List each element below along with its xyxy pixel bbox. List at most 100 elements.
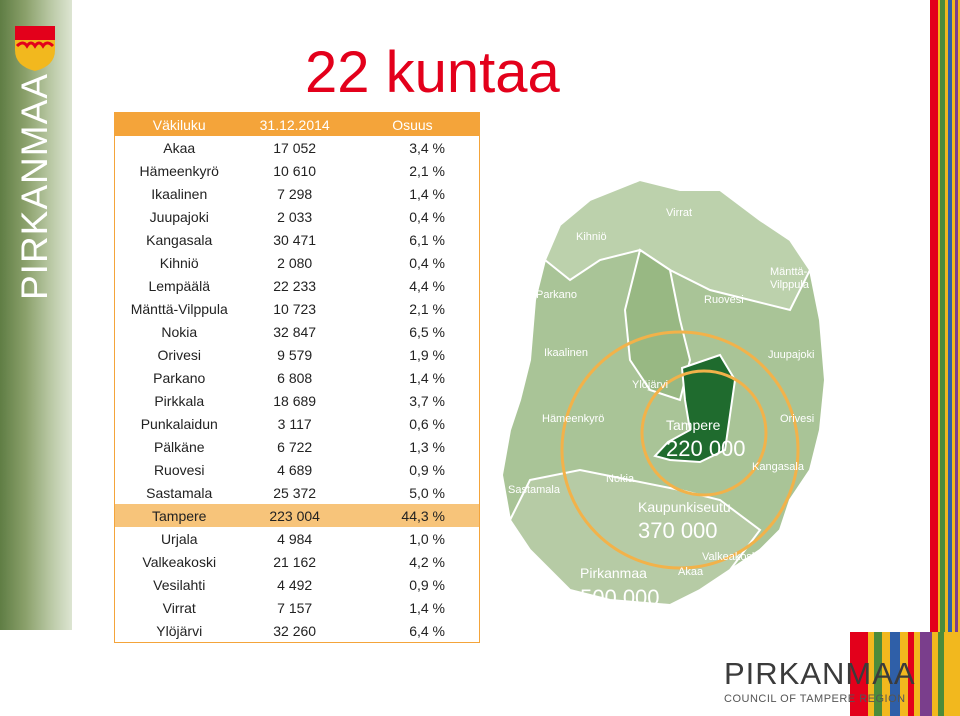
share-cell: 1,4 % xyxy=(409,599,445,616)
map-label-orivesi: Orivesi xyxy=(780,413,814,425)
share-cell: 6,5 % xyxy=(409,323,445,340)
table-row: Sastamala 25 372 5,0 % xyxy=(114,481,480,504)
share-cell: 4,2 % xyxy=(409,553,445,570)
share-cell: 1,3 % xyxy=(409,438,445,455)
table-row: Hämeenkyrö 10 610 2,1 % xyxy=(114,159,480,182)
population-cell: 22 233 xyxy=(273,277,317,294)
municipality-cell: Urjala xyxy=(160,530,198,547)
table-row: Pälkäne 6 722 1,3 % xyxy=(114,435,480,458)
municipality-cell: Lempäälä xyxy=(148,277,210,294)
pirkanmaa-ring xyxy=(560,330,800,570)
map-label-akaa: Akaa xyxy=(678,566,704,578)
decorative-stripe-right xyxy=(930,0,960,716)
share-cell: 3,4 % xyxy=(409,139,445,156)
population-cell: 4 984 xyxy=(277,530,313,547)
share-cell: 0,4 % xyxy=(409,254,445,271)
table-row: Nokia 32 847 6,5 % xyxy=(114,320,480,343)
municipality-cell: Virrat xyxy=(162,599,196,616)
table-header-row: Väkiluku 31.12.2014 Osuus xyxy=(114,112,480,136)
map-label-sastamala: Sastamala xyxy=(508,484,561,496)
table-row: Valkeakoski 21 162 4,2 % xyxy=(114,550,480,573)
population-cell: 3 117 xyxy=(277,415,312,432)
map-label-vilppula: Vilppula xyxy=(770,279,810,291)
share-cell: 0,6 % xyxy=(409,415,445,432)
table-row: Punkalaidun 3 117 0,6 % xyxy=(114,412,480,435)
side-banner-label: PIRKANMAA xyxy=(14,73,55,300)
map-region-ylojarvi xyxy=(623,248,692,402)
share-cell: 6,1 % xyxy=(409,231,445,248)
column-header-municipality: Väkiluku xyxy=(114,112,244,136)
table-row: Parkano 6 808 1,4 % xyxy=(114,366,480,389)
population-cell: 223 004 xyxy=(269,507,320,524)
municipality-cell: Sastamala xyxy=(146,484,213,501)
population-cell: 21 162 xyxy=(273,553,317,570)
map-label-kihnio: Kihniö xyxy=(576,231,607,243)
municipality-cell: Punkalaidun xyxy=(140,415,218,432)
population-cell: 32 260 xyxy=(273,622,317,639)
table-row: Juupajoki 2 033 0,4 % xyxy=(114,205,480,228)
share-cell: 6,4 % xyxy=(409,622,445,639)
share-cell: 2,1 % xyxy=(409,300,445,317)
table-row: Kihniö 2 080 0,4 % xyxy=(114,251,480,274)
table-row: Akaa 17 052 3,4 % xyxy=(114,136,480,159)
map-label-parkano: Parkano xyxy=(536,289,577,301)
map-region-south xyxy=(508,468,762,607)
map-label-ruovesi: Ruovesi xyxy=(704,294,744,306)
municipality-cell: Akaa xyxy=(163,139,196,156)
municipality-cell: Pälkäne xyxy=(153,438,205,455)
population-cell: 6 722 xyxy=(277,438,313,455)
map-label-palkane: Pälkäne xyxy=(792,503,830,515)
pirkanmaa-map: Kihniö Virrat Parkano Ruovesi Mänttä- Vi… xyxy=(500,178,830,610)
map-label-pirkanmaa-population: 500 000 xyxy=(580,585,660,610)
share-cell: 3,7 % xyxy=(409,392,445,409)
map-label-kaupunkiseutu: Kaupunkiseutu xyxy=(638,499,731,515)
share-cell: 1,0 % xyxy=(409,530,445,547)
municipality-cell: Ruovesi xyxy=(153,461,205,478)
share-cell: 0,4 % xyxy=(409,208,445,225)
municipality-cell: Ikaalinen xyxy=(151,185,208,202)
logo-sub-text: COUNCIL OF TAMPERE REGION xyxy=(724,693,906,705)
column-header-share: Osuus xyxy=(345,112,480,136)
municipality-cell: Ylöjärvi xyxy=(156,622,203,639)
population-table: Väkiluku 31.12.2014 Osuus Akaa 17 052 3,4 … xyxy=(114,112,480,643)
share-cell: 44,3 % xyxy=(401,507,445,524)
pirkanmaa-crest-icon xyxy=(15,26,55,71)
map-label-ylojarvi: Ylöjärvi xyxy=(632,379,668,391)
municipality-cell: Vesilahti xyxy=(153,576,206,593)
map-label-nokia: Nokia xyxy=(606,473,635,485)
municipality-cell: Juupajoki xyxy=(149,208,209,225)
population-cell: 2 033 xyxy=(277,208,313,225)
municipality-cell: Orivesi xyxy=(157,346,202,363)
municipality-cell: Valkeakoski xyxy=(142,553,217,570)
map-label-kangasala: Kangasala xyxy=(752,461,805,473)
municipality-cell: Pirkkala xyxy=(154,392,205,409)
map-label-tampere: Tampere xyxy=(666,417,721,433)
population-cell: 10 723 xyxy=(273,300,317,317)
municipality-cell: Mänttä-Vilppula xyxy=(130,300,228,317)
share-cell: 0,9 % xyxy=(409,576,445,593)
population-cell: 10 610 xyxy=(273,162,317,179)
side-banner: PIRKANMAA xyxy=(0,0,72,630)
table-row: Mänttä-Vilppula 10 723 2,1 % xyxy=(114,297,480,320)
page-title: 22 kuntaa xyxy=(305,40,560,105)
population-cell: 32 847 xyxy=(273,323,317,340)
municipality-cell: Nokia xyxy=(161,323,198,340)
map-label-valkeakoski: Valkeakoski xyxy=(702,551,760,563)
population-cell: 17 052 xyxy=(273,139,317,156)
logo-main-text: PIRKANMAA xyxy=(724,656,916,691)
table-row: Vesilahti 4 492 0,9 % xyxy=(114,573,480,596)
population-cell: 6 808 xyxy=(277,369,313,386)
share-cell: 1,4 % xyxy=(409,369,445,386)
share-cell: 4,4 % xyxy=(409,277,445,294)
map-label-virrat: Virrat xyxy=(666,207,692,219)
table-row: Ruovesi 4 689 0,9 % xyxy=(114,458,480,481)
table-body: Akaa 17 052 3,4 % Hämeenkyrö 10 610 2,1 % Ikaa… xyxy=(114,136,480,643)
share-cell: 2,1 % xyxy=(409,162,445,179)
map-region-north xyxy=(543,178,812,312)
map-region-tampere xyxy=(653,353,737,464)
municipality-cell: Hämeenkyrö xyxy=(139,162,219,179)
table-row: Ikaalinen 7 298 1,4 % xyxy=(114,182,480,205)
table-row: Tampere 223 004 44,3 % xyxy=(114,504,480,527)
population-cell: 7 298 xyxy=(277,185,313,202)
map-label-tampere-population: 220 000 xyxy=(666,436,746,461)
